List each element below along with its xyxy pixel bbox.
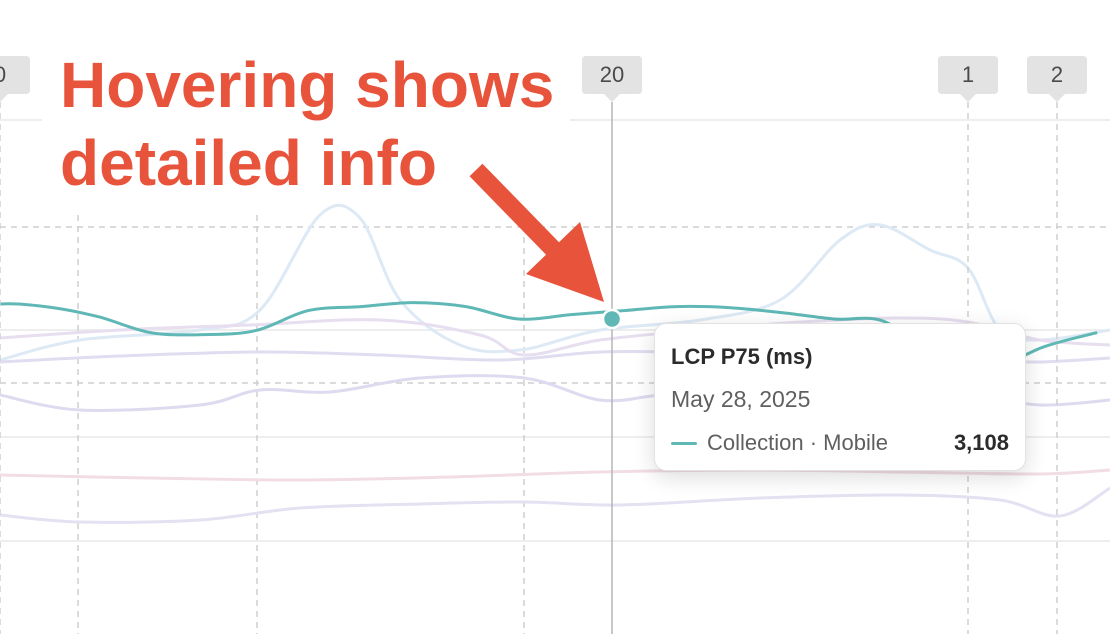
marker-label: 20 bbox=[600, 62, 624, 87]
hovered-data-point[interactable] bbox=[601, 308, 623, 330]
marker-badge bbox=[0, 56, 30, 102]
marker-label: 0 bbox=[0, 62, 6, 87]
faded-series-line bbox=[0, 203, 1110, 362]
annotation-line-2: detailed info bbox=[60, 127, 437, 199]
release-marker-0[interactable]: 0 bbox=[0, 56, 30, 634]
tooltip-series-row: Collection · Mobile 3,108 bbox=[671, 428, 1009, 458]
series-swatch bbox=[671, 441, 697, 445]
tooltip-title: LCP P75 (ms) bbox=[671, 344, 813, 369]
release-marker-2[interactable]: 2 bbox=[1027, 56, 1087, 634]
tooltip-series-label: Collection · Mobile bbox=[707, 430, 888, 455]
marker-label: 1 bbox=[962, 62, 974, 87]
release-marker-1[interactable]: 1 bbox=[938, 56, 998, 634]
tooltip-value: 3,108 bbox=[953, 430, 1009, 455]
tooltip-date: May 28, 2025 bbox=[671, 386, 811, 412]
chart-tooltip: LCP P75 (ms) May 28, 2025 Collection · M… bbox=[654, 323, 1026, 471]
arrow-icon bbox=[469, 163, 604, 302]
faded-series-line bbox=[0, 468, 1110, 482]
hover-point-layer bbox=[601, 308, 623, 330]
release-marker-20[interactable]: 20 bbox=[582, 56, 642, 634]
release-markers: 0 20 1 2 bbox=[0, 56, 1087, 634]
marker-badge bbox=[938, 56, 998, 102]
marker-badge bbox=[582, 56, 642, 102]
faded-series-line bbox=[0, 316, 1110, 357]
marker-badge bbox=[1027, 56, 1087, 102]
faded-series-line bbox=[0, 486, 1110, 524]
marker-label: 2 bbox=[1051, 62, 1063, 87]
annotation-line-1: Hovering shows bbox=[60, 49, 554, 121]
